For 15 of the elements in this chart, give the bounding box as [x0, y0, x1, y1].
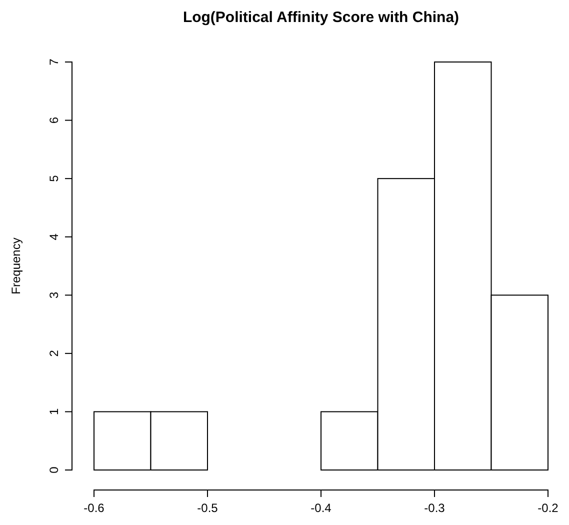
y-tick-label: 0 [47, 466, 61, 474]
y-tick-label: 7 [47, 58, 61, 66]
y-tick-label: 2 [47, 350, 61, 357]
y-tick-label: 5 [47, 174, 61, 182]
y-tick-label: 1 [47, 408, 61, 416]
y-tick-label: 4 [47, 233, 61, 240]
y-tick-label: 6 [47, 116, 61, 124]
x-tick-label: -0.2 [538, 501, 559, 515]
x-tick-label: -0.3 [424, 501, 446, 515]
x-tick-label: -0.5 [197, 501, 218, 515]
y-tick-label: 3 [47, 291, 61, 298]
y-axis-title: Frequency [9, 238, 23, 294]
x-tick-label: -0.4 [310, 501, 332, 515]
x-tick-label: -0.6 [84, 501, 105, 515]
chart-title: Log(Political Affinity Score with China) [182, 9, 460, 26]
